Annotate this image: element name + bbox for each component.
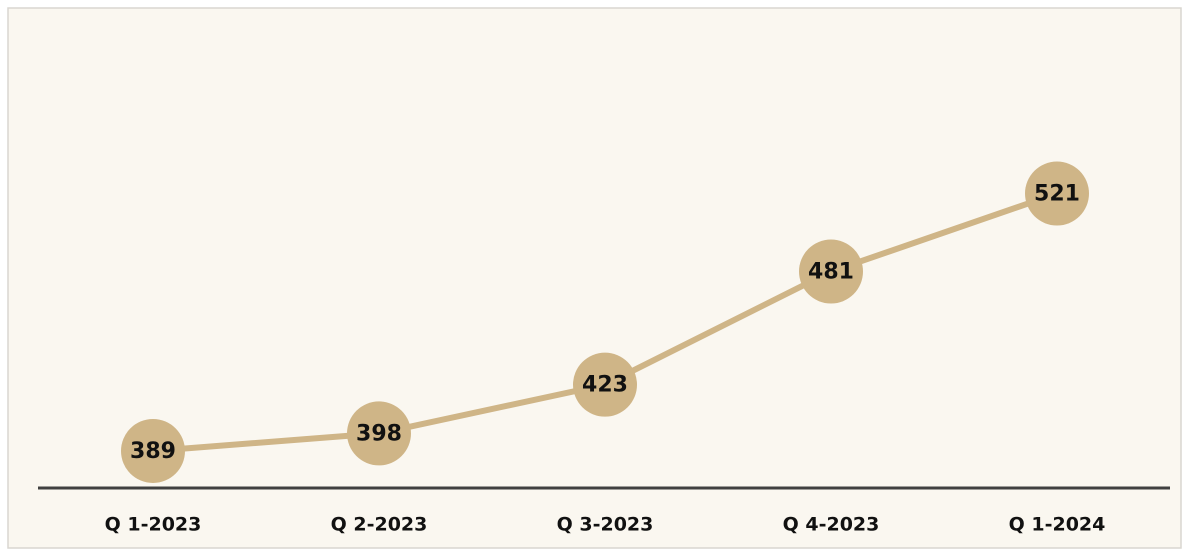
data-label: 481 [808,260,854,285]
data-label: 521 [1034,182,1080,207]
point [799,239,863,304]
data-label: 389 [130,439,176,464]
x-tick-label: Q 4-2023 [783,514,880,536]
point [573,352,637,417]
x-tick-label: Q 3-2023 [557,514,654,536]
x-tick-label: Q 2-2023 [331,514,428,536]
data-label: 398 [356,421,402,446]
point [347,401,411,466]
point [1025,161,1089,226]
x-tick-label: Q 1-2023 [105,514,202,536]
data-label: 423 [582,373,628,398]
x-tick-label: Q 1-2024 [1009,514,1106,536]
chart-frame [7,7,1182,549]
point [121,418,185,483]
